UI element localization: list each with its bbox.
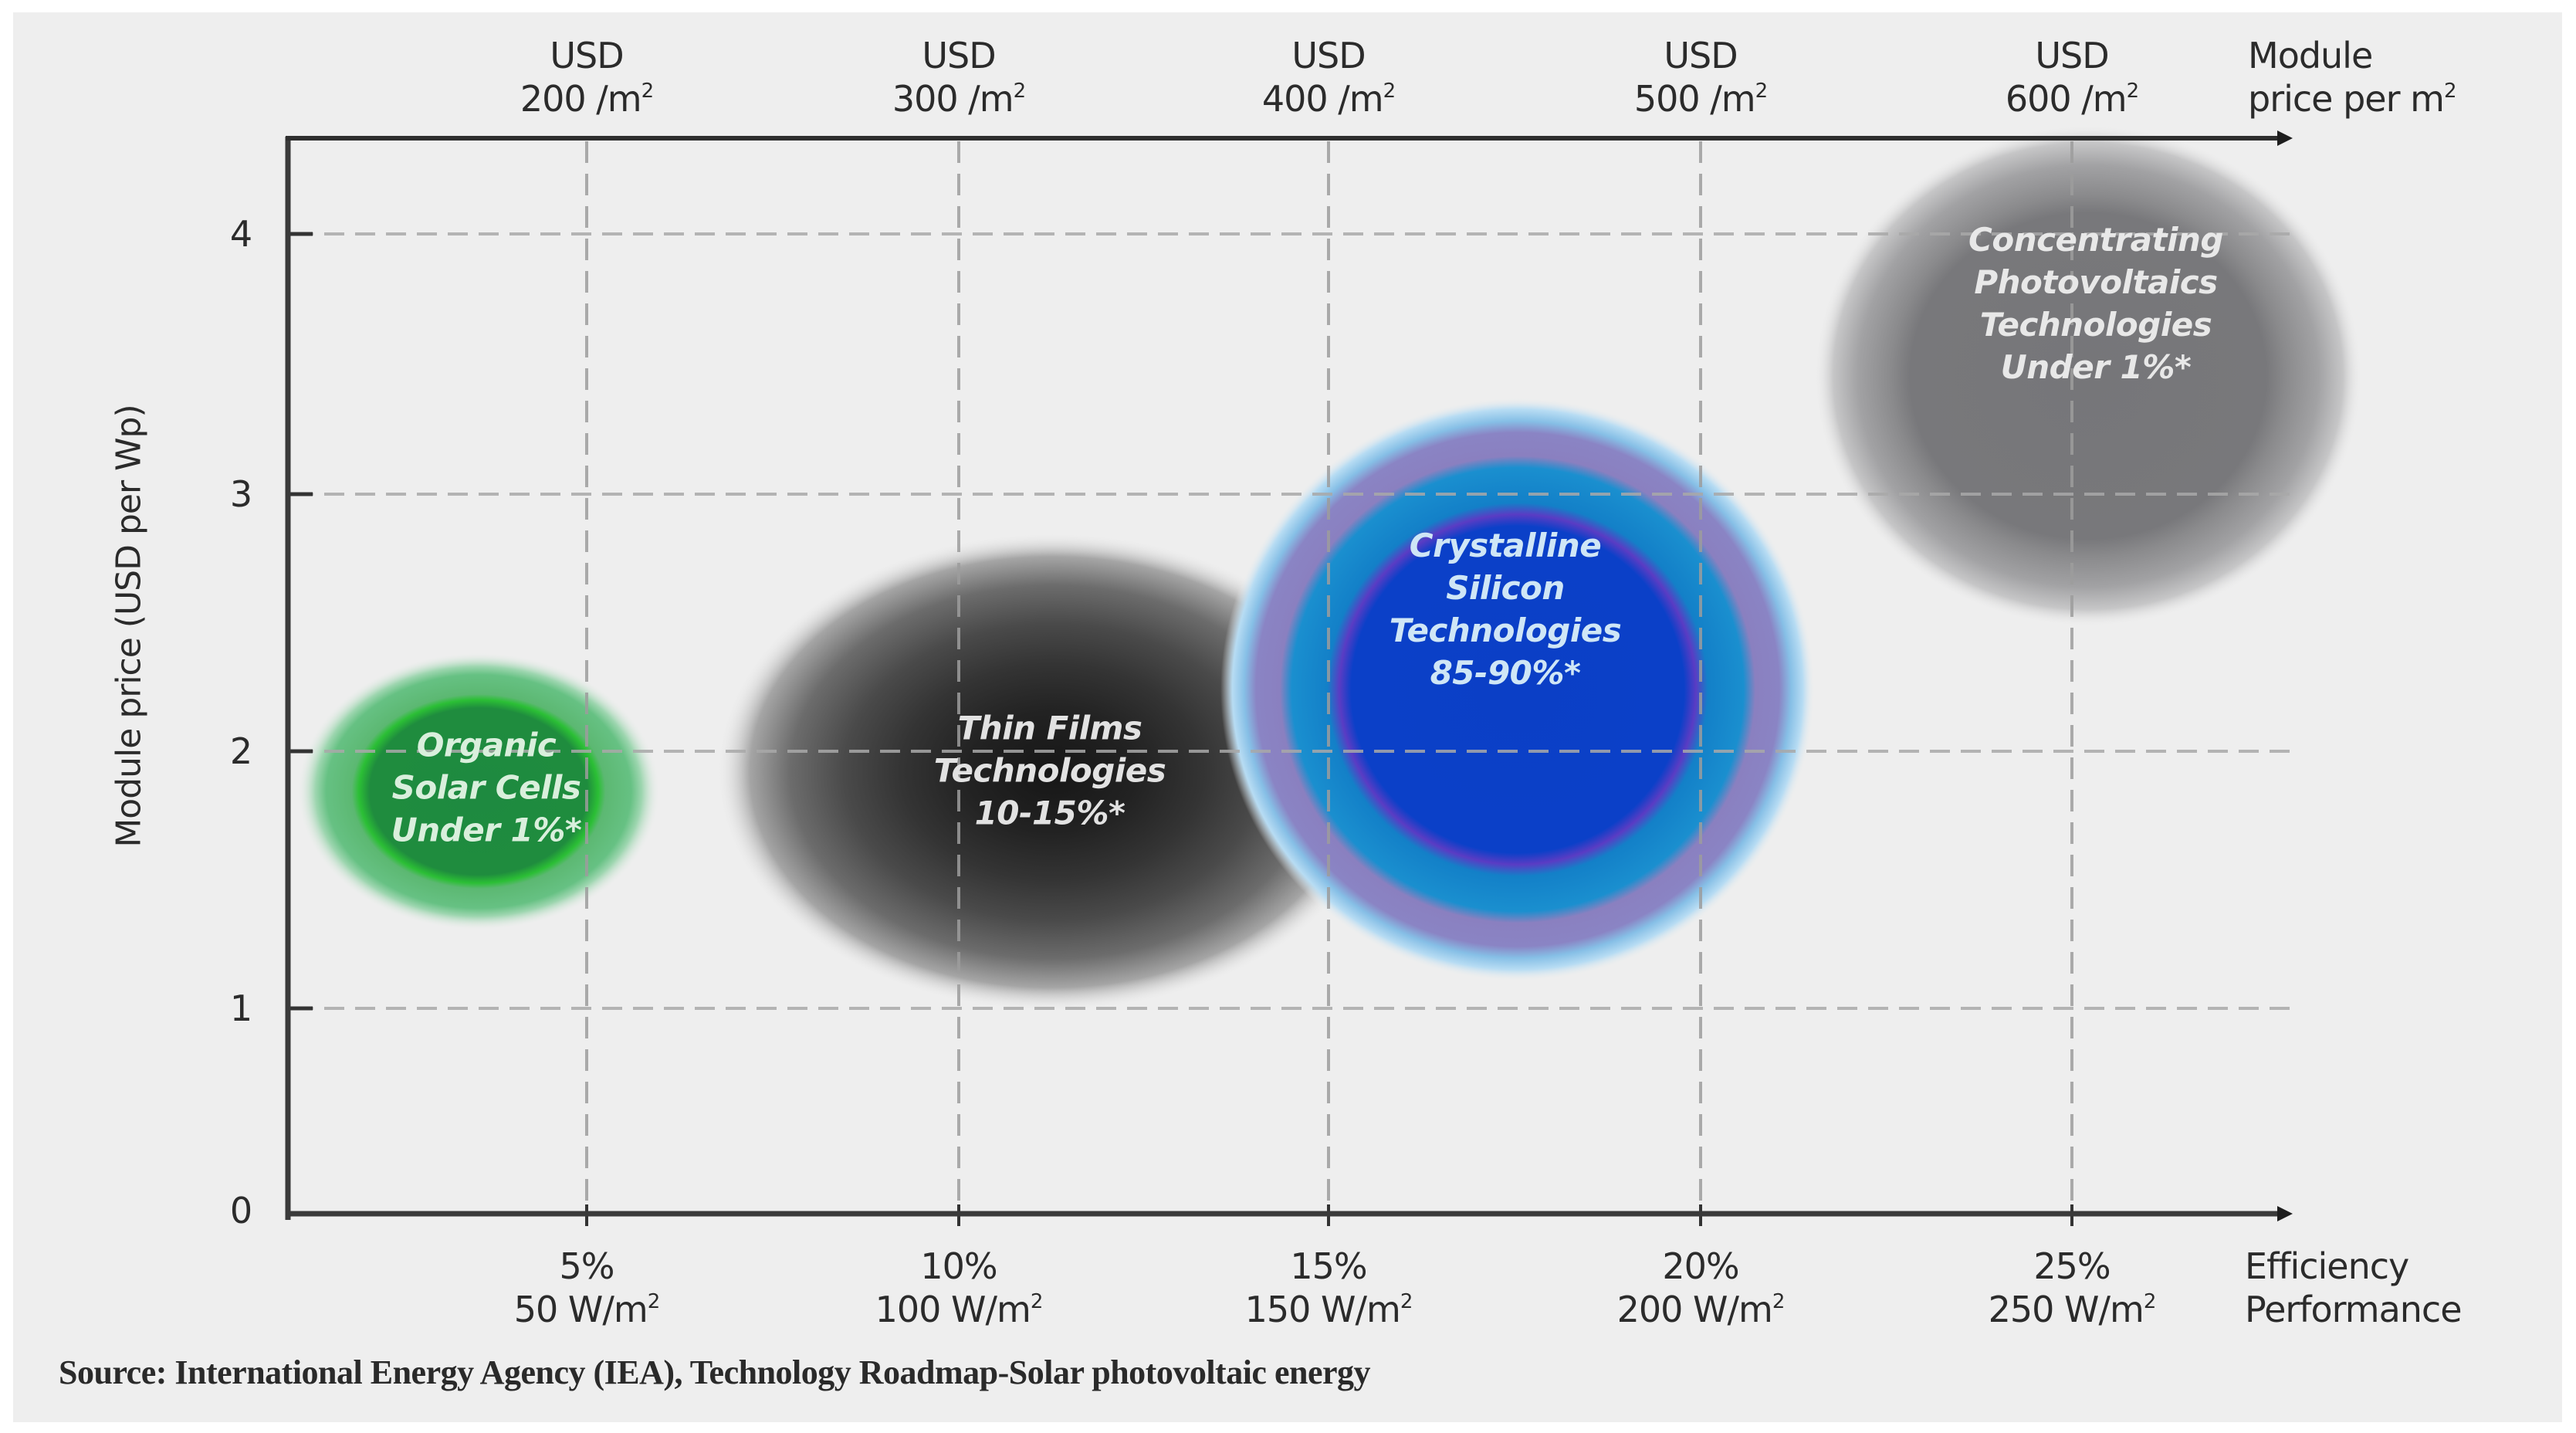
bubble-concentrating-pv [1814,125,2362,627]
x-tick-label: 20% 200 W/m2 [1616,1245,1786,1330]
top-axis-arrow-icon [2277,130,2293,146]
x-axis-arrow-icon [2277,1206,2293,1221]
horizontal-gridlines [293,232,2291,1010]
top-tick-label: USD 600 /m2 [2005,35,2139,120]
bubble-thin-films [716,533,1388,1011]
bubble-label-organic: Organic Solar Cells Under 1%* [391,726,582,849]
top-tick-label: USD 200 /m2 [520,35,654,120]
bubble-crystalline-silicon [1220,398,1815,981]
x-tick-label: 15% 150 W/m2 [1244,1245,1413,1330]
x-axis-title: Efficiency Performance [2245,1245,2462,1330]
top-tick-label: USD 400 /m2 [1261,35,1396,120]
top-tick-label: USD 300 /m2 [892,35,1026,120]
y-tick-label: 0 [229,1190,252,1231]
x-tick-label: 10% 100 W/m2 [875,1245,1044,1330]
bubble-label-thin-films: Thin Films Technologies 10-15%* [933,709,1166,832]
y-tick-marks [288,232,313,1011]
top-tick-label: USD 500 /m2 [1633,35,1768,120]
bubble-label-crystalline: Crystalline Silicon Technologies 85-90%* [1389,527,1622,692]
y-tick-label: 4 [229,213,252,255]
bubble-organic-solar-cells [297,652,660,930]
bubble-label-concentrating-pv: Concentrating Photovoltaics Technologies… [1968,221,2223,386]
x-tick-label: 5% 50 W/m2 [513,1245,660,1330]
source-citation: Source: International Energy Agency (IEA… [59,1353,1371,1391]
vertical-gridlines [585,141,2073,1214]
y-tick-label: 2 [229,730,252,772]
x-tick-label: 25% 250 W/m2 [1988,1245,2157,1330]
y-tick-label: 1 [229,988,252,1029]
y-axis-title: Module price (USD per Wp) [109,405,149,848]
top-axis-title: Module price per m2 [2248,35,2456,120]
y-tick-label: 3 [229,473,252,515]
